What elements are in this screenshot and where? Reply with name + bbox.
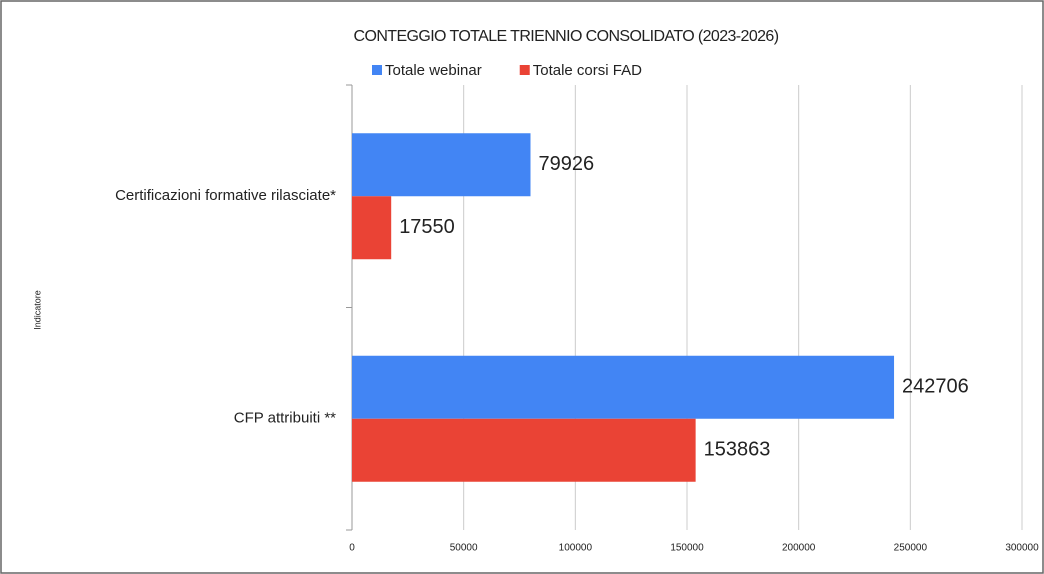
bar (352, 133, 531, 197)
x-tick-label: 0 (349, 543, 355, 554)
y-tick-label: Certificazioni formative rilasciate* (115, 187, 336, 204)
legend-swatch (519, 65, 530, 75)
x-tick-label: 100000 (559, 543, 593, 554)
data-label: 153863 (704, 439, 771, 461)
y-tick-label: CFP attribuiti ** (234, 410, 336, 427)
legend-label: Totale webinar (385, 62, 482, 79)
bar (352, 196, 392, 260)
x-tick-label: 50000 (450, 543, 478, 554)
chart-title: CONTEGGIO TOTALE TRIENNIO CONSOLIDATO (2… (354, 28, 779, 45)
x-tick-label: 300000 (1005, 543, 1039, 554)
y-axis-label: Indicatore (32, 290, 42, 330)
data-label: 242706 (902, 376, 969, 398)
x-tick-label: 200000 (782, 543, 816, 554)
data-label: 79926 (539, 153, 595, 175)
x-tick-label: 150000 (670, 543, 704, 554)
legend-label: Totale corsi FAD (533, 62, 642, 79)
x-tick-label: 250000 (894, 543, 928, 554)
legend-swatch (372, 65, 382, 75)
bar (352, 418, 696, 482)
bar (352, 355, 895, 419)
data-label: 17550 (399, 216, 455, 238)
